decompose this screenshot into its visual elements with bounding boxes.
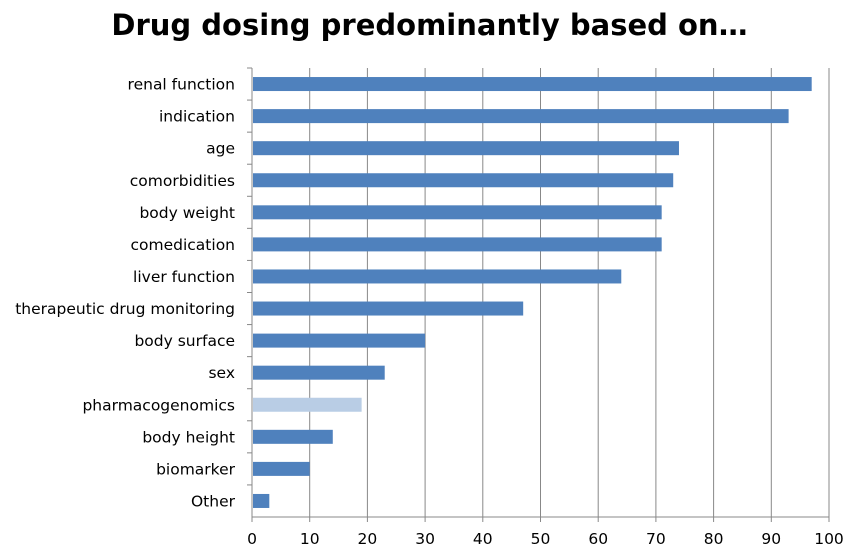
category-label: age: [206, 140, 235, 158]
bar-comorbidities: [253, 173, 674, 188]
category-label: therapeutic drug monitoring: [15, 300, 235, 318]
category-label: body height: [142, 428, 235, 446]
bar-body-surface: [253, 333, 426, 348]
category-label: indication: [159, 108, 235, 126]
bar-sex: [253, 365, 385, 380]
x-tick-label: 10: [300, 530, 320, 548]
x-tick-label: 20: [358, 530, 378, 548]
x-tick-label: 70: [646, 530, 666, 548]
x-tick-label: 100: [814, 530, 844, 548]
bar-age: [253, 141, 679, 156]
axes: [247, 67, 830, 522]
x-tick-label: 50: [531, 530, 551, 548]
x-tick-label: 40: [473, 530, 493, 548]
bar-therapeutic-drug-monitoring: [253, 301, 524, 316]
category-label: renal function: [128, 76, 235, 94]
category-label: liver function: [133, 268, 235, 286]
chart-title: Drug dosing predominantly based on…: [111, 8, 748, 42]
category-label: Other: [191, 492, 236, 510]
x-tick-label: 0: [247, 530, 257, 548]
bar-body-height: [253, 429, 333, 444]
bars: [253, 77, 812, 508]
bar-pharmacogenomics: [253, 397, 362, 412]
category-label: pharmacogenomics: [82, 396, 235, 414]
grid-lines: [309, 68, 830, 517]
x-tick-label: 30: [415, 530, 435, 548]
bar-comedication: [253, 237, 662, 252]
category-label: sex: [208, 364, 235, 382]
bar-renal-function: [253, 77, 812, 92]
category-label: comedication: [131, 236, 236, 254]
x-tick-label: 80: [704, 530, 724, 548]
x-tick-label: 60: [588, 530, 608, 548]
category-label: body weight: [139, 204, 235, 222]
bar-indication: [253, 109, 789, 124]
tick-labels: 0 10 20 30 40 50 60 70 80 90 100: [247, 530, 844, 548]
bar-other: [253, 493, 270, 508]
bar-biomarker: [253, 461, 310, 476]
bar-body-weight: [253, 205, 662, 220]
bar-liver-function: [253, 269, 622, 284]
category-label: biomarker: [156, 460, 236, 478]
category-labels: renal function indication age comorbidities…: [15, 76, 235, 511]
x-tick-label: 90: [761, 530, 781, 548]
category-label: comorbidities: [130, 172, 235, 190]
category-label: body surface: [134, 332, 235, 350]
